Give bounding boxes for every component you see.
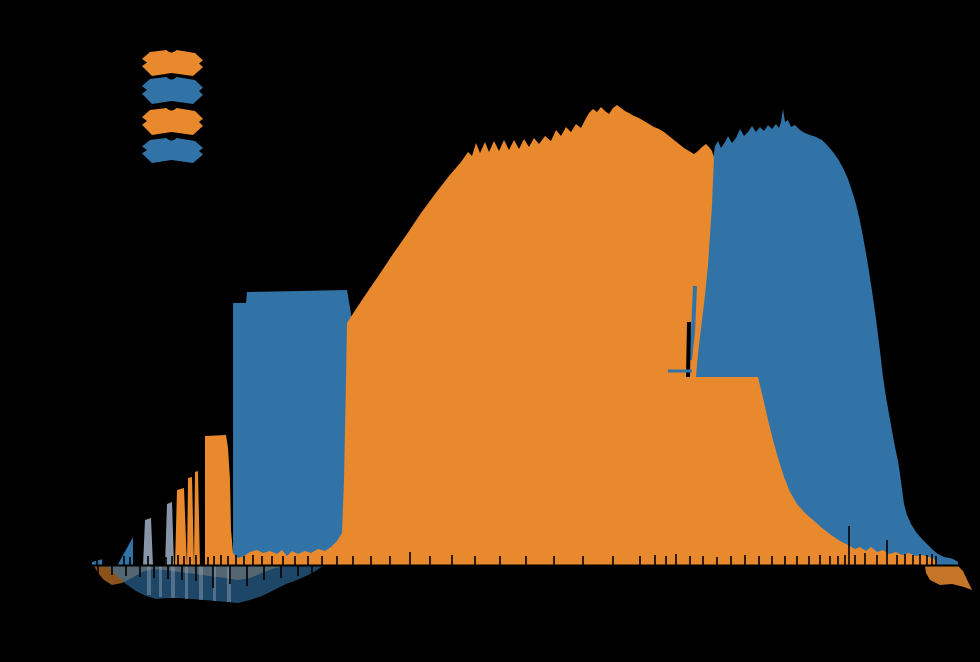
below-axis-blue-left	[107, 566, 323, 603]
below-axis-stripe-3	[171, 566, 175, 598]
orange-bar-3	[194, 471, 200, 566]
orange-bar-2	[187, 477, 194, 566]
orange-bar-1	[175, 488, 187, 566]
below-axis-stripe-1	[147, 566, 151, 595]
below-axis-stripe-5	[199, 566, 203, 600]
slate-bar-1	[143, 518, 153, 566]
below-axis-stripe-4	[185, 566, 188, 599]
legend-swatch-1	[142, 50, 203, 76]
below-axis-stripe-6	[213, 566, 216, 601]
below-axis-stripe-2	[159, 566, 162, 597]
below-axis-stripe-7	[227, 566, 231, 602]
notch-blue-streak	[688, 285, 697, 361]
slate-bar-2	[165, 502, 174, 566]
legend-swatch-2	[142, 77, 203, 104]
legend-swatch-4	[142, 138, 203, 163]
below-axis-orange-right	[925, 566, 972, 590]
blue-spike-triangle	[117, 537, 133, 566]
orange-distribution-main	[205, 105, 938, 566]
legend-swatch-3	[142, 108, 203, 135]
notch-black-line	[686, 321, 691, 378]
